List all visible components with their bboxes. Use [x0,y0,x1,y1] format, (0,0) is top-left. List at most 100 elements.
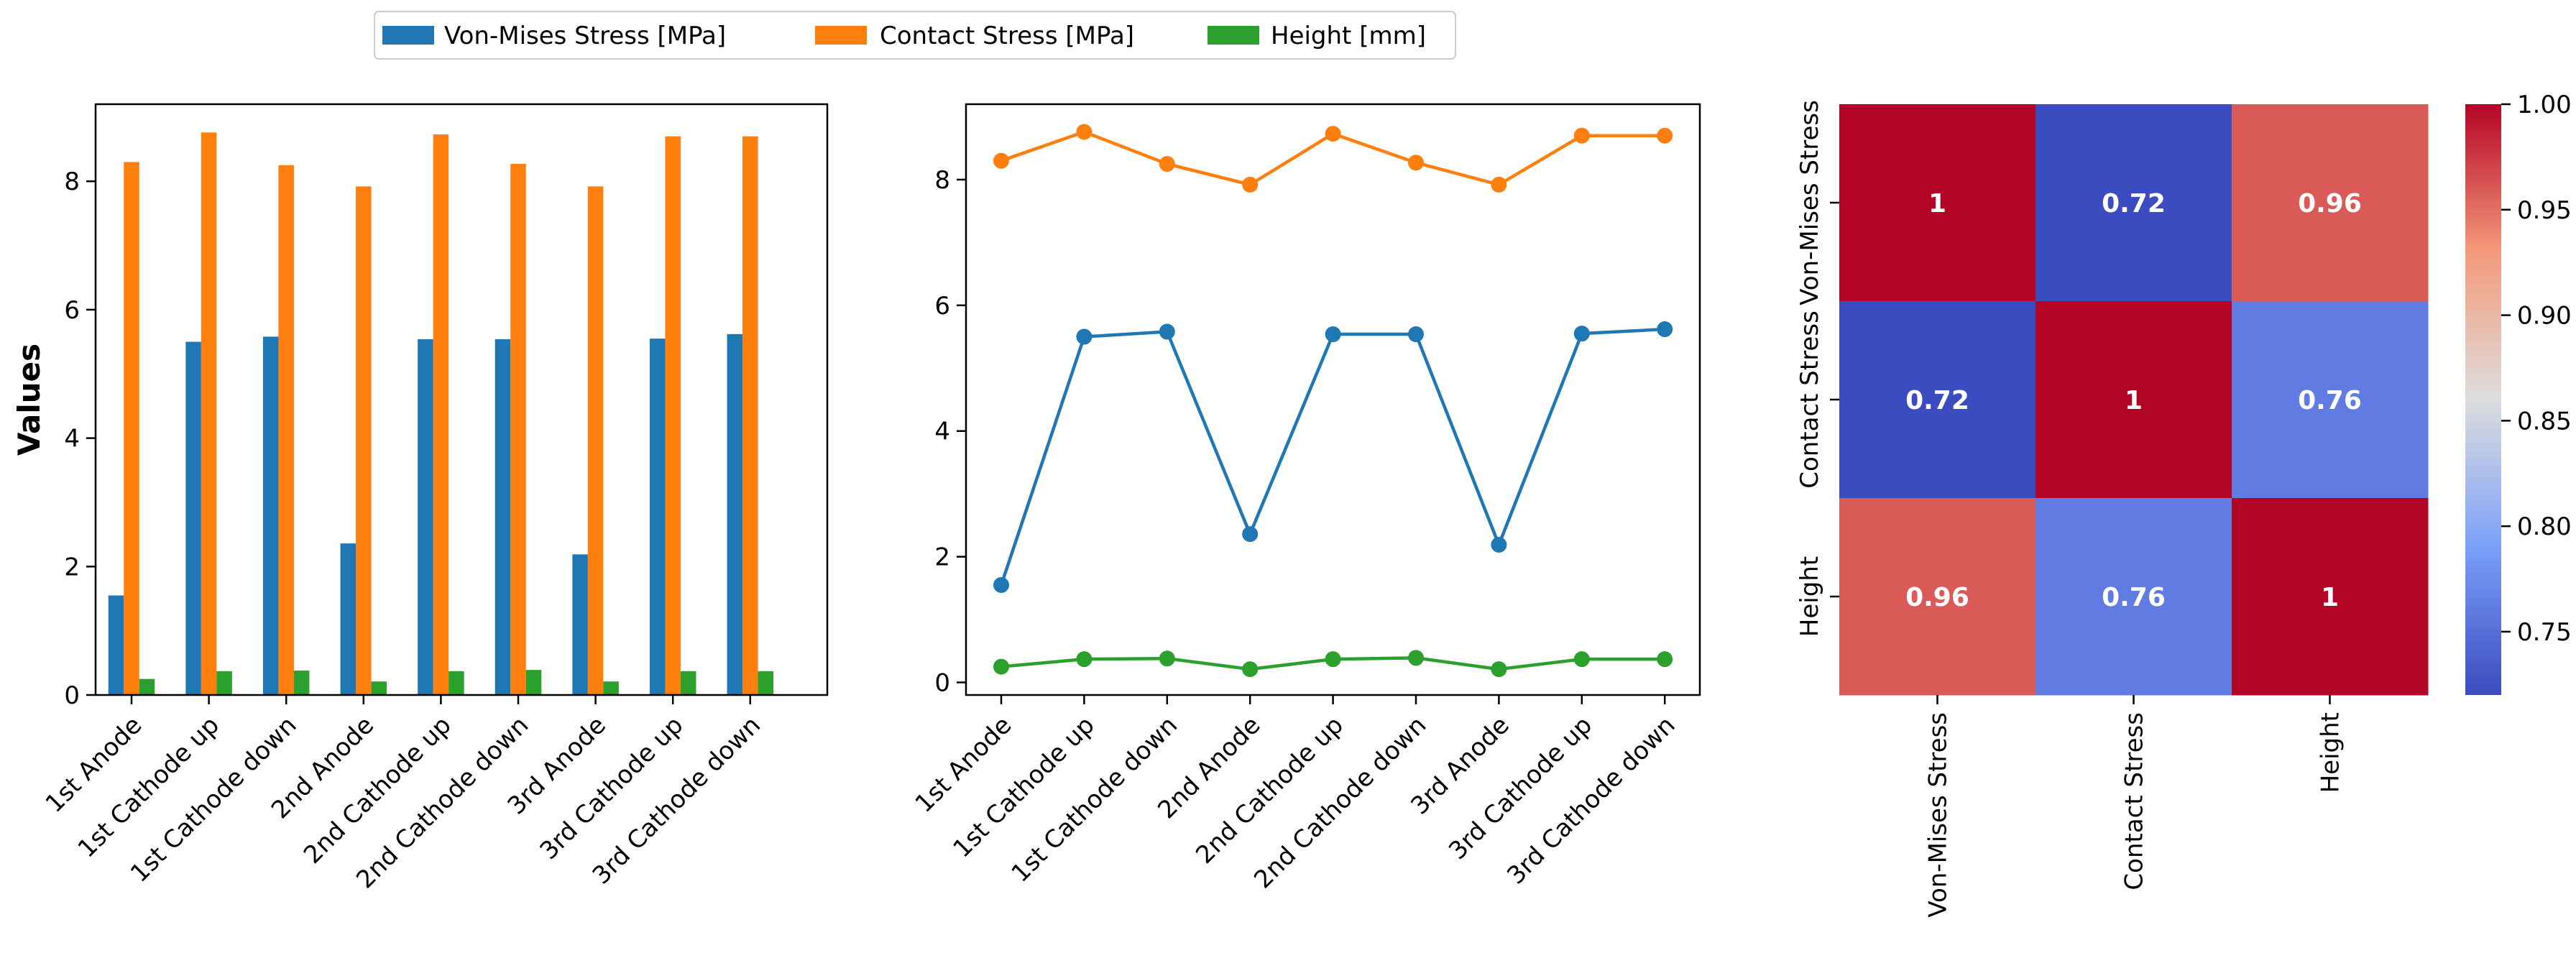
heatmap-cell-height-contact-stress [2036,498,2232,696]
point-von-mises-stress-mpa-2nd-cathode-down [1408,326,1424,343]
colorbar-gradient [2465,104,2501,695]
point-von-mises-stress-mpa-1st-cathode-down [1159,323,1175,340]
point-contact-stress-mpa-2nd-anode [1242,176,1259,193]
point-height-mm-3rd-anode [1491,661,1507,678]
colorbar-tick-label-0-85: 0.85 [2517,407,2572,436]
bar-height-mm-3rd-cathode-up [680,671,696,695]
bar-von-mises-stress-mpa-2nd-cathode-down [494,339,511,695]
colorbar-tick-label-0-90: 0.90 [2517,302,2572,331]
point-contact-stress-mpa-3rd-cathode-down [1657,127,1673,144]
point-von-mises-stress-mpa-3rd-cathode-down [1657,321,1673,338]
colorbar-tick-label-0-75: 0.75 [2517,618,2572,647]
point-von-mises-stress-mpa-1st-cathode-up [1076,328,1092,345]
heatmap-cell-von-mises-stress-von-mises-stress [1839,104,2036,302]
colorbar-tick-label-0-95: 0.95 [2517,196,2572,225]
legend-label-height: Height [mm] [1271,22,1426,50]
heatmap-value-von-mises-stress-von-mises-stress: 1 [1928,189,1946,218]
heatmap-panel: 1 0.72 0.96 0.72 1 0.76 0.96 0.76 1 Von-Mises St… [1795,91,2572,918]
legend-frame [374,11,1456,60]
bar-y-tick-label-0: 0 [64,681,80,710]
point-height-mm-3rd-cathode-up [1573,651,1590,668]
point-contact-stress-mpa-1st-cathode-down [1159,156,1175,172]
legend: Von-Mises Stress [MPa] Contact Stress [M… [374,11,1456,60]
point-von-mises-stress-mpa-3rd-cathode-up [1573,326,1590,342]
bar-von-mises-stress-mpa-3rd-anode [572,554,588,695]
bar-von-mises-stress-mpa-3rd-cathode-down [727,333,743,695]
point-von-mises-stress-mpa-3rd-anode [1491,537,1507,553]
heatmap-cell-von-mises-stress-contact-stress [2036,104,2232,302]
bar-x-tick-label-2nd-cathode-up: 2nd Cathode up [298,711,457,870]
bar-y-tick-label-2: 2 [64,553,80,581]
heatmap-value-contact-stress-von-mises-stress: 0.72 [1905,386,1969,415]
legend-swatch-von-mises [382,26,434,45]
heatmap-value-von-mises-stress-height: 0.96 [2298,189,2362,218]
point-height-mm-1st-cathode-down [1159,650,1175,667]
heatmap-col-label-height: Height [2317,712,2345,793]
line-y-tick-label-4: 4 [934,418,950,446]
bar-contact-stress-mpa-1st-cathode-up [201,132,217,695]
heatmap-cell-height-von-mises-stress [1839,498,2036,696]
bar-chart-y-axis-title: Values [12,344,47,456]
bar-contact-stress-mpa-3rd-cathode-up [665,136,681,695]
point-contact-stress-mpa-3rd-anode [1491,176,1507,193]
bar-contact-stress-mpa-3rd-anode [587,186,604,695]
heatmap-colorbar: 0.75 0.80 0.85 0.90 0.95 1.00 [2465,91,2572,695]
line-y-tick-label-6: 6 [934,292,950,321]
heatmap-value-contact-stress-height: 0.76 [2298,386,2362,415]
legend-entry-contact-stress: Contact Stress [MPa] [815,22,1134,50]
bar-x-tick-label-1st-cathode-up: 1st Cathode up [73,711,225,863]
point-contact-stress-mpa-3rd-cathode-up [1573,127,1590,144]
line-y-tick-label-8: 8 [934,166,950,195]
point-contact-stress-mpa-2nd-cathode-down [1408,155,1424,171]
heatmap-value-contact-stress-contact-stress: 1 [2125,386,2143,415]
point-height-mm-2nd-anode [1242,661,1259,678]
bar-height-mm-2nd-cathode-down [525,670,542,695]
legend-label-von-mises: Von-Mises Stress [MPa] [444,22,726,50]
bar-von-mises-stress-mpa-2nd-anode [340,543,356,695]
line-chart-y-axis: 0 2 4 6 8 [934,166,966,698]
heatmap-value-height-von-mises-stress: 0.96 [1905,583,1969,612]
bar-von-mises-stress-mpa-1st-cathode-down [262,336,279,695]
bar-chart-frame [94,103,829,696]
bar-height-mm-1st-cathode-down [293,671,310,695]
bar-contact-stress-mpa-3rd-cathode-down [742,136,758,695]
bar-contact-stress-mpa-2nd-anode [356,186,372,695]
point-von-mises-stress-mpa-1st-anode [993,576,1009,593]
legend-entry-height: Height [mm] [1208,22,1426,50]
point-contact-stress-mpa-1st-anode [993,152,1009,169]
bar-contact-stress-mpa-1st-anode [124,162,139,696]
heatmap-cell-contact-stress-height [2232,301,2429,499]
line-y-tick-label-2: 2 [934,543,950,572]
heatmap-row-label-height: Height [1795,556,1824,637]
heatmap-col-label-contact-stress: Contact Stress [2120,712,2149,890]
heatmap-col-label-von-mises-stress: Von-Mises Stress [1924,712,1953,918]
heatmap-cell-height-height [2232,498,2429,696]
colorbar-ticks: 0.75 0.80 0.85 0.90 0.95 1.00 [2501,91,2572,647]
bar-height-mm-1st-cathode-up [216,671,232,695]
heatmap-row-label-contact-stress: Contact Stress [1795,310,1824,489]
heatmap-cell-contact-stress-von-mises-stress [1839,301,2036,499]
bar-x-tick-label-3rd-cathode-up: 3rd Cathode up [535,711,689,865]
point-height-mm-1st-cathode-up [1076,651,1092,668]
legend-label-contact-stress: Contact Stress [MPa] [880,22,1134,50]
line-von-mises-stress-mpa [999,327,1665,586]
bar-height-mm-2nd-anode [371,681,387,695]
bar-chart-marks [108,132,774,696]
legend-entry-von-mises: Von-Mises Stress [MPa] [382,22,726,50]
bar-y-tick-label-8: 8 [64,167,80,196]
heatmap-value-von-mises-stress-contact-stress: 0.72 [2102,189,2166,218]
bar-contact-stress-mpa-2nd-cathode-down [510,164,526,695]
point-height-mm-3rd-cathode-down [1657,651,1673,668]
colorbar-tick-label-1-00: 1.00 [2517,91,2572,119]
bar-von-mises-stress-mpa-1st-cathode-up [185,341,201,695]
heatmap-cell-contact-stress-contact-stress [2036,301,2232,499]
line-x-tick-label-3rd-cathode-up: 3rd Cathode up [1443,711,1598,865]
bar-von-mises-stress-mpa-2nd-cathode-up [418,339,433,695]
bar-chart-y-axis: 0 2 4 6 8 [64,167,96,710]
heatmap-row-label-von-mises-stress: Von-Mises Stress [1795,100,1824,305]
bar-contact-stress-mpa-1st-cathode-down [278,165,294,695]
point-height-mm-2nd-cathode-up [1325,651,1341,668]
heatmap-value-height-height: 1 [2321,583,2339,612]
line-chart-frame [965,103,1701,696]
